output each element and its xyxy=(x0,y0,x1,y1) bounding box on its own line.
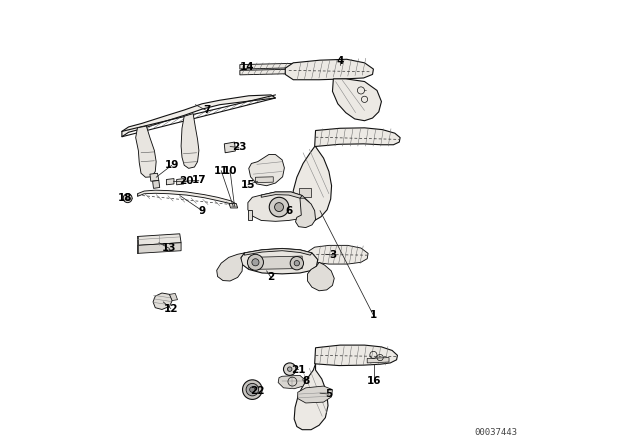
Text: 00037443: 00037443 xyxy=(474,428,517,437)
Text: 12: 12 xyxy=(164,304,178,314)
Circle shape xyxy=(246,383,259,396)
Circle shape xyxy=(126,196,129,200)
Polygon shape xyxy=(240,69,316,75)
Circle shape xyxy=(252,259,259,266)
Polygon shape xyxy=(255,177,273,183)
Polygon shape xyxy=(248,192,310,221)
Polygon shape xyxy=(367,358,389,363)
Text: 14: 14 xyxy=(240,62,255,72)
Polygon shape xyxy=(332,79,381,121)
Circle shape xyxy=(294,260,300,266)
Text: 22: 22 xyxy=(250,386,265,396)
Polygon shape xyxy=(136,126,156,177)
Polygon shape xyxy=(296,198,316,228)
Text: 11: 11 xyxy=(214,166,228,176)
Text: 21: 21 xyxy=(291,365,306,375)
Polygon shape xyxy=(224,142,236,153)
Text: 23: 23 xyxy=(232,142,246,152)
Polygon shape xyxy=(138,243,181,254)
Circle shape xyxy=(269,197,289,217)
Polygon shape xyxy=(308,262,334,291)
Circle shape xyxy=(290,257,303,270)
Text: 2: 2 xyxy=(268,272,275,282)
Polygon shape xyxy=(248,210,252,220)
Polygon shape xyxy=(217,253,244,281)
Polygon shape xyxy=(278,375,306,389)
Polygon shape xyxy=(261,192,302,198)
Text: 17: 17 xyxy=(191,175,206,185)
Polygon shape xyxy=(244,249,312,255)
Polygon shape xyxy=(153,293,172,310)
Text: 5: 5 xyxy=(325,389,333,399)
Polygon shape xyxy=(229,203,237,208)
Text: 3: 3 xyxy=(330,250,337,260)
Polygon shape xyxy=(166,179,174,185)
Polygon shape xyxy=(170,293,177,301)
Circle shape xyxy=(248,254,264,270)
Polygon shape xyxy=(292,146,332,220)
Polygon shape xyxy=(298,386,332,403)
Polygon shape xyxy=(315,128,400,146)
Text: 10: 10 xyxy=(223,166,237,176)
Polygon shape xyxy=(181,114,199,168)
Polygon shape xyxy=(152,181,160,188)
Text: 8: 8 xyxy=(302,376,309,386)
Text: 18: 18 xyxy=(118,193,132,203)
Text: 19: 19 xyxy=(164,160,179,170)
Circle shape xyxy=(287,367,292,371)
Polygon shape xyxy=(138,234,181,246)
Polygon shape xyxy=(306,209,310,219)
Text: 4: 4 xyxy=(337,56,344,66)
Circle shape xyxy=(243,380,262,400)
Text: 6: 6 xyxy=(285,206,292,215)
Polygon shape xyxy=(249,256,302,269)
Polygon shape xyxy=(241,249,318,274)
Polygon shape xyxy=(294,364,328,430)
Text: 16: 16 xyxy=(367,376,381,386)
Polygon shape xyxy=(122,95,275,137)
Text: 20: 20 xyxy=(179,176,194,186)
Polygon shape xyxy=(138,190,236,206)
Text: 15: 15 xyxy=(241,180,255,190)
Polygon shape xyxy=(177,179,184,185)
Polygon shape xyxy=(315,345,397,366)
Circle shape xyxy=(250,387,255,392)
Polygon shape xyxy=(249,155,284,186)
Text: 13: 13 xyxy=(163,243,177,254)
Circle shape xyxy=(275,202,284,211)
Polygon shape xyxy=(285,59,373,80)
Polygon shape xyxy=(307,246,368,264)
Polygon shape xyxy=(240,63,316,69)
Text: 7: 7 xyxy=(203,105,210,116)
Text: 9: 9 xyxy=(198,206,205,215)
Circle shape xyxy=(124,194,132,202)
Polygon shape xyxy=(299,188,311,197)
Polygon shape xyxy=(150,173,159,181)
Text: 1: 1 xyxy=(370,310,377,320)
Circle shape xyxy=(284,363,296,375)
